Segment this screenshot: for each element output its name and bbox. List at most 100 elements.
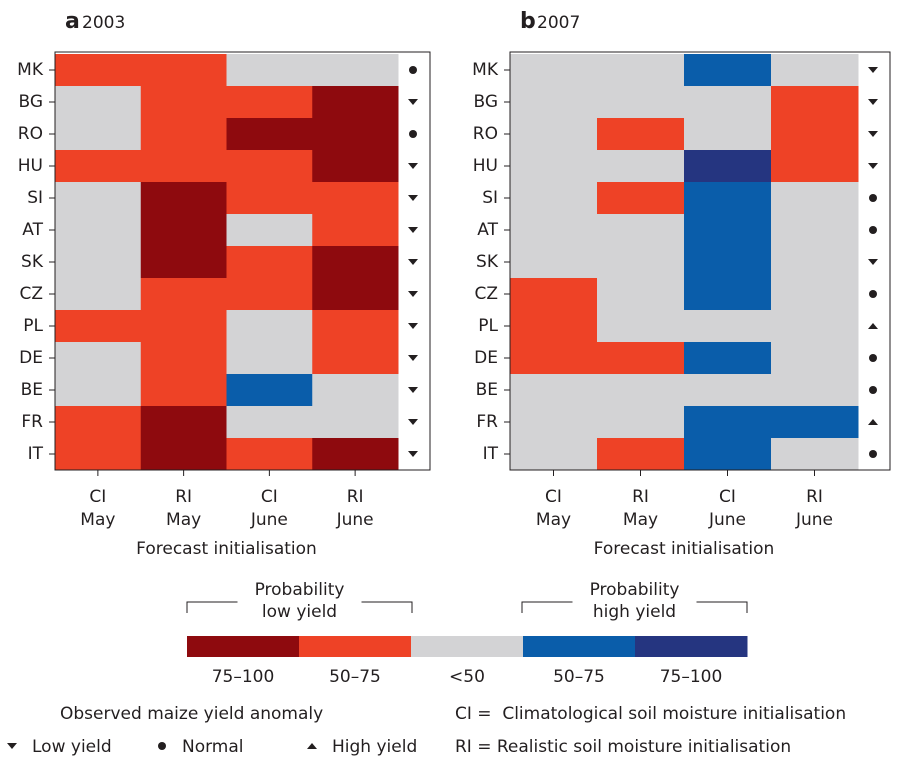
- observed-marker: [408, 419, 418, 425]
- observed-marker: [408, 323, 418, 329]
- heat-cell: [140, 86, 227, 119]
- heat-cell: [226, 310, 313, 343]
- heat-cell: [597, 86, 685, 119]
- legend-title: low yield: [262, 602, 337, 622]
- legend-swatch: [299, 636, 412, 657]
- heat-cell: [55, 182, 142, 215]
- heat-cell: [312, 374, 399, 407]
- heat-cell: [312, 118, 399, 151]
- heat-cell: [771, 54, 859, 87]
- x-tick-label: June: [250, 510, 288, 530]
- heat-cell: [140, 118, 227, 151]
- heat-cell: [510, 54, 598, 87]
- row-label: DE: [19, 348, 43, 368]
- heat-cell: [55, 406, 142, 439]
- heat-cell: [684, 342, 772, 375]
- observed-marker: [868, 99, 878, 105]
- heat-cell: [510, 214, 598, 247]
- heat-cell: [771, 310, 859, 343]
- heat-cell: [55, 374, 142, 407]
- observed-marker: [869, 450, 877, 458]
- legend-label: 75–100: [212, 667, 275, 687]
- heat-cell: [140, 278, 227, 311]
- heat-cell: [140, 182, 227, 215]
- heat-cell: [140, 150, 227, 183]
- observed-marker: [868, 131, 878, 137]
- row-label: BE: [476, 380, 498, 400]
- legend-swatch: [523, 636, 636, 657]
- row-label: IT: [483, 444, 499, 464]
- heat-cell: [771, 118, 859, 151]
- x-tick-label: CI: [89, 487, 106, 507]
- x-tick-label: June: [708, 510, 746, 530]
- observed-marker: [408, 291, 418, 297]
- x-tick-label: May: [536, 510, 571, 530]
- heat-cell: [140, 406, 227, 439]
- panel-letter: a: [65, 9, 80, 34]
- row-label: SK: [21, 252, 44, 272]
- panel-title: 2007: [537, 13, 580, 33]
- observed-marker: [868, 163, 878, 169]
- observed-marker: [869, 386, 877, 394]
- legend-marker: [7, 743, 17, 749]
- x-tick-label: RI: [347, 487, 364, 507]
- x-tick-label: May: [623, 510, 658, 530]
- heat-cell: [55, 214, 142, 247]
- heat-cell: [312, 86, 399, 119]
- row-label: HU: [18, 156, 43, 176]
- heat-cell: [597, 278, 685, 311]
- observed-marker: [869, 354, 877, 362]
- heat-cell: [771, 214, 859, 247]
- heat-cell: [55, 86, 142, 119]
- row-label: CZ: [19, 284, 43, 304]
- legend-marker-label: Normal: [182, 737, 244, 757]
- heat-cell: [312, 246, 399, 279]
- row-label: BG: [473, 92, 498, 112]
- heat-cell: [597, 342, 685, 375]
- x-tick-label: May: [166, 510, 201, 530]
- heat-cell: [55, 342, 142, 375]
- heat-cell: [510, 310, 598, 343]
- heat-cell: [226, 278, 313, 311]
- heat-cell: [312, 310, 399, 343]
- x-tick-label: CI: [261, 487, 278, 507]
- heat-cell: [510, 374, 598, 407]
- x-tick-label: RI: [632, 487, 649, 507]
- legend-label: <50: [449, 667, 485, 687]
- heat-cell: [140, 54, 227, 87]
- heat-cell: [312, 278, 399, 311]
- heat-cell: [597, 374, 685, 407]
- row-label: SK: [476, 252, 499, 272]
- x-tick-label: CI: [545, 487, 562, 507]
- row-label: AT: [22, 220, 43, 240]
- heat-cell: [684, 182, 772, 215]
- heat-cell: [597, 54, 685, 87]
- row-label: RO: [473, 124, 498, 144]
- heat-cell: [510, 278, 598, 311]
- heat-cell: [55, 118, 142, 151]
- heat-cell: [597, 118, 685, 151]
- note: RI = Realistic soil moisture initialisat…: [455, 737, 791, 757]
- heat-cell: [684, 406, 772, 439]
- observed-marker: [408, 99, 418, 105]
- legend-swatch: [635, 636, 748, 657]
- heat-cell: [684, 214, 772, 247]
- observed-marker: [408, 227, 418, 233]
- legend-title: high yield: [593, 602, 676, 622]
- heat-cell: [597, 438, 685, 471]
- legend-swatch: [187, 636, 300, 657]
- heat-cell: [312, 54, 399, 87]
- heat-cell: [140, 342, 227, 375]
- observed-title: Observed maize yield anomaly: [60, 704, 323, 724]
- legend-marker-label: High yield: [332, 737, 417, 757]
- row-label: HU: [473, 156, 498, 176]
- observed-marker: [408, 163, 418, 169]
- observed-marker: [408, 195, 418, 201]
- heat-cell: [597, 182, 685, 215]
- heat-cell: [597, 150, 685, 183]
- heat-cell: [510, 438, 598, 471]
- heat-cell: [597, 310, 685, 343]
- x-axis-label: Forecast initialisation: [594, 539, 775, 559]
- row-label: FR: [476, 412, 498, 432]
- heat-cell: [597, 214, 685, 247]
